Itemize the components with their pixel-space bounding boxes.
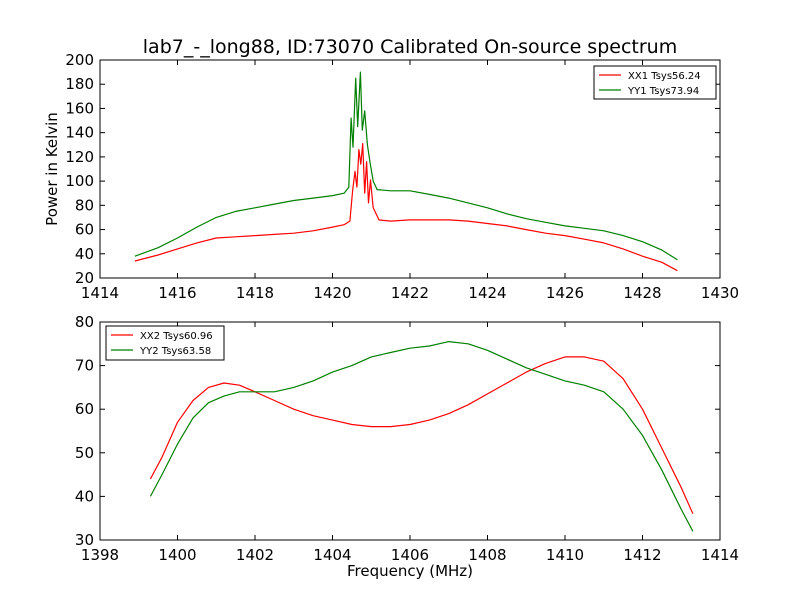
x-tick-label: 1412 xyxy=(623,546,661,564)
legend: XX2 Tsys60.96 YY2 Tsys63.58 xyxy=(105,325,225,361)
series-line-yy xyxy=(149,341,694,532)
y-tick-label: 60 xyxy=(75,400,94,418)
x-tick-label: 1416 xyxy=(158,284,196,302)
x-tick-label: 1404 xyxy=(313,546,351,564)
y-tick-label: 120 xyxy=(65,148,94,166)
x-tick-label: 1400 xyxy=(158,546,196,564)
y-axis-label: Power in Kelvin xyxy=(43,112,61,226)
x-tick-label: 1426 xyxy=(546,284,584,302)
y-tick-label: 140 xyxy=(65,124,94,142)
x-tick-label: 1420 xyxy=(313,284,351,302)
legend: XX1 Tsys56.24 YY1 Tsys73.94 xyxy=(593,65,717,100)
legend-box xyxy=(105,325,225,361)
figure-title: lab7_-_long88, ID:73070 Calibrated On-so… xyxy=(143,36,677,58)
y-tick-label: 200 xyxy=(65,51,94,69)
series-line-yy xyxy=(134,71,678,261)
x-tick-label: 1422 xyxy=(391,284,429,302)
x-tick-label: 1402 xyxy=(236,546,274,564)
y-tick-label: 100 xyxy=(65,172,94,190)
x-tick-label: 1406 xyxy=(391,546,429,564)
y-tick-label: 50 xyxy=(75,444,94,462)
y-tick-label: 80 xyxy=(75,196,94,214)
y-tick-label: 80 xyxy=(75,313,94,331)
y-tick-label: 20 xyxy=(75,269,94,287)
x-tick-label: 1424 xyxy=(468,284,506,302)
legend-entry: YY2 Tsys63.58 xyxy=(139,346,211,357)
legend-entry: XX2 Tsys60.96 xyxy=(140,331,213,342)
legend-box xyxy=(593,65,717,100)
y-tick-label: 40 xyxy=(75,487,94,505)
x-tick-label: 1418 xyxy=(236,284,274,302)
top-spectrum-plot: 1414 1416 1418 1420 1422 1424 1426 1428 1430 20 40… xyxy=(65,51,739,302)
legend-entry: YY1 Tsys73.94 xyxy=(627,86,699,97)
y-tick-label: 30 xyxy=(75,531,94,549)
x-tick-label: 1428 xyxy=(623,284,661,302)
x-tick-label: 1414 xyxy=(81,284,119,302)
y-tick-label: 180 xyxy=(65,75,94,93)
series-line-xx xyxy=(149,356,694,515)
x-tick-label: 1398 xyxy=(81,546,119,564)
legend-entry: XX1 Tsys56.24 xyxy=(628,71,701,82)
x-tick-label: 1414 xyxy=(701,546,739,564)
bottom-spectrum-plot: 1398 1400 1402 1404 1406 1408 1410 1412 1414 30 40… xyxy=(75,313,739,564)
series-line-xx xyxy=(134,143,678,272)
y-tick-label: 40 xyxy=(75,245,94,263)
x-tick-label: 1410 xyxy=(546,546,584,564)
y-tick-label: 160 xyxy=(65,99,94,117)
y-tick-label: 60 xyxy=(75,221,94,239)
x-tick-label: 1408 xyxy=(468,546,506,564)
x-axis-label: Frequency (MHz) xyxy=(347,562,473,580)
x-tick-label: 1430 xyxy=(701,284,739,302)
y-tick-label: 70 xyxy=(75,357,94,375)
